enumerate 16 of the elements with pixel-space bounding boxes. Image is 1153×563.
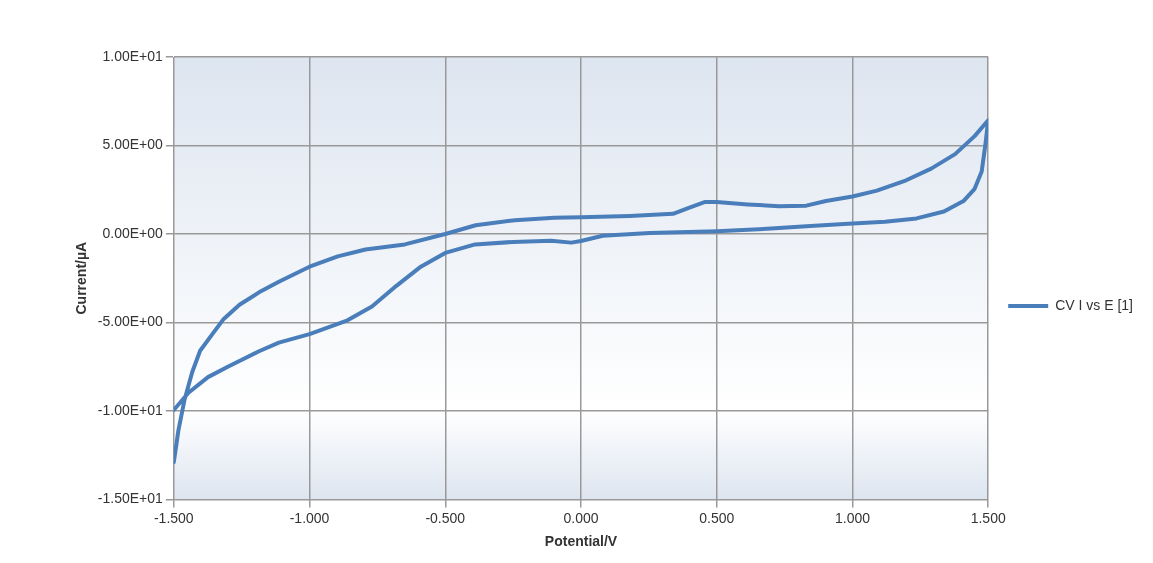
x-tick-label: 1.500	[970, 509, 1006, 526]
x-tick-label: 1.000	[834, 509, 871, 526]
x-axis-title: Potential/V	[544, 533, 618, 550]
y-tick-label: 5.00E+00	[102, 136, 163, 153]
y-tick-label: 0.00E+00	[102, 224, 163, 241]
x-tick-label: -1.000	[289, 509, 330, 526]
y-tick-label: -1.00E+01	[97, 401, 164, 418]
x-tick-label: 0.500	[699, 509, 735, 526]
y-tick-label: 1.00E+01	[102, 47, 163, 64]
y-tick-label: -1.50E+01	[97, 490, 164, 507]
legend-label: CV I vs E [1]	[1055, 296, 1134, 313]
x-tick-label: 0.000	[563, 509, 599, 526]
x-tick-label: -0.500	[425, 509, 466, 526]
y-tick-label: -5.00E+00	[97, 313, 164, 330]
y-axis-title: Current/µA	[73, 241, 90, 315]
x-tick-label: -1.500	[153, 509, 194, 526]
